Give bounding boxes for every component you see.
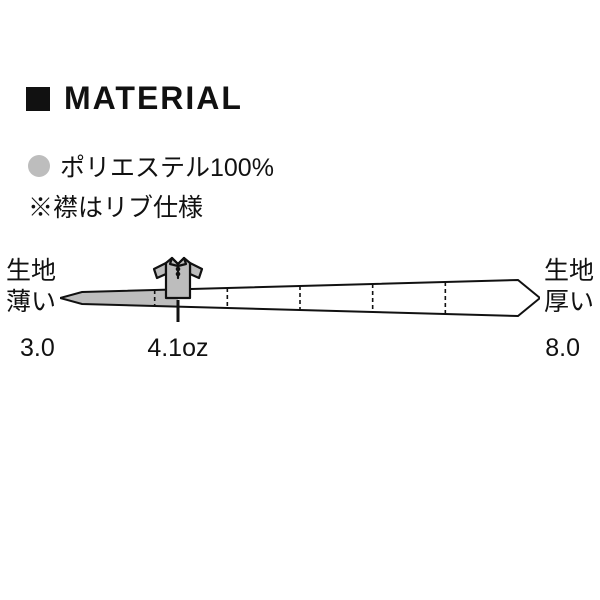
gauge-bar bbox=[60, 270, 540, 326]
collar-note: ※襟はリブ仕様 bbox=[28, 188, 203, 224]
gauge-right-label: 生地 厚い bbox=[544, 256, 594, 319]
gauge-marker-value: 4.1oz bbox=[147, 334, 208, 363]
material-header: MATERIAL bbox=[26, 80, 243, 117]
gauge-left-label-line1: 生地 bbox=[6, 257, 56, 285]
material-title: MATERIAL bbox=[64, 80, 243, 117]
gauge-max-value: 8.0 bbox=[545, 334, 580, 363]
square-bullet-icon bbox=[26, 87, 50, 111]
fabric-weight-gauge: 生地 薄い 生地 厚い 3.0 8.0 bbox=[0, 256, 600, 426]
composition-text: ポリエステル100% bbox=[60, 148, 274, 184]
shirt-marker-icon bbox=[151, 252, 205, 324]
gauge-left-label: 生地 薄い bbox=[6, 256, 56, 319]
gauge-min-value: 3.0 bbox=[20, 334, 55, 363]
dot-bullet-icon bbox=[28, 155, 50, 177]
gauge-right-label-line2: 厚い bbox=[544, 288, 594, 316]
gauge-left-label-line2: 薄い bbox=[6, 288, 56, 316]
composition-row: ポリエステル100% bbox=[28, 148, 274, 184]
gauge-right-label-line1: 生地 bbox=[544, 257, 594, 285]
